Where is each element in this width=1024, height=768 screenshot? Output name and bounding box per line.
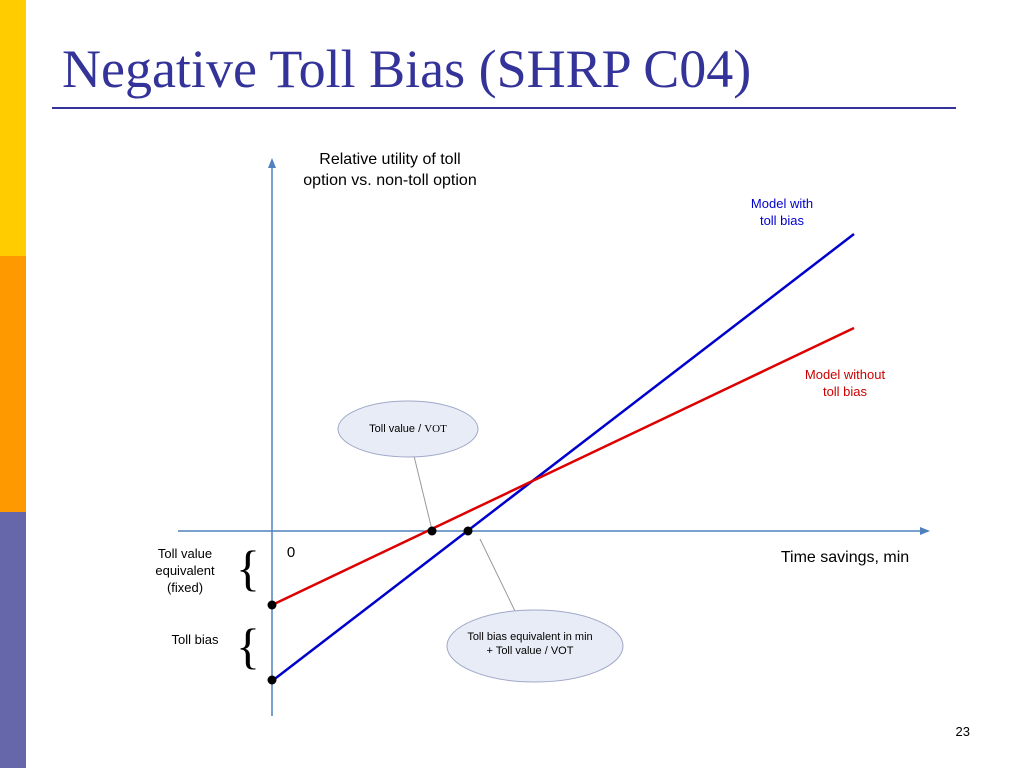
bubble-toll-value — [337, 400, 479, 458]
origin-label: 0 — [286, 544, 296, 561]
title-underline — [52, 107, 956, 109]
bubble-toll-bias — [446, 609, 624, 683]
y-axis-label: Relative utility of toll option vs. non-… — [303, 151, 477, 189]
bubble-toll-bias-text: Toll bias equivalent in min + Toll value… — [467, 631, 593, 658]
bubble-toll-value-text: Toll value / VOT — [338, 422, 478, 436]
line-model-without-toll-bias — [271, 326, 855, 607]
bubble-toll-value-connector — [413, 455, 433, 531]
accent-stripe-yellow — [0, 0, 26, 256]
label-toll-bias: Toll bias — [171, 632, 219, 647]
accent-stripe-orange — [0, 256, 26, 512]
point-without-bias-intercept — [267, 600, 277, 610]
label-model-with-toll-bias: Model with toll bias — [750, 196, 814, 228]
accent-stripe-purple — [0, 512, 26, 768]
brace-toll-value-equivalent: { — [236, 540, 260, 596]
point-with-bias-intercept — [267, 675, 277, 685]
x-axis-label: Time savings, min — [780, 549, 910, 566]
bubble-toll-value-vot: VOT — [424, 423, 447, 435]
slide-title: Negative Toll Bias (SHRP C04) — [62, 39, 752, 99]
brace-toll-bias: { — [236, 618, 260, 674]
bubble-toll-bias-connector — [479, 538, 516, 612]
point-without-bias-zero-crossing — [427, 526, 437, 536]
line-model-with-toll-bias — [271, 233, 855, 682]
bubble-toll-value-prefix: Toll value / — [369, 423, 425, 435]
label-model-without-toll-bias: Model without toll bias — [804, 367, 886, 399]
point-with-bias-zero-crossing — [463, 526, 473, 536]
label-toll-value-equivalent: Toll value equivalent (fixed) — [155, 546, 215, 595]
page-number: 23 — [955, 724, 970, 739]
